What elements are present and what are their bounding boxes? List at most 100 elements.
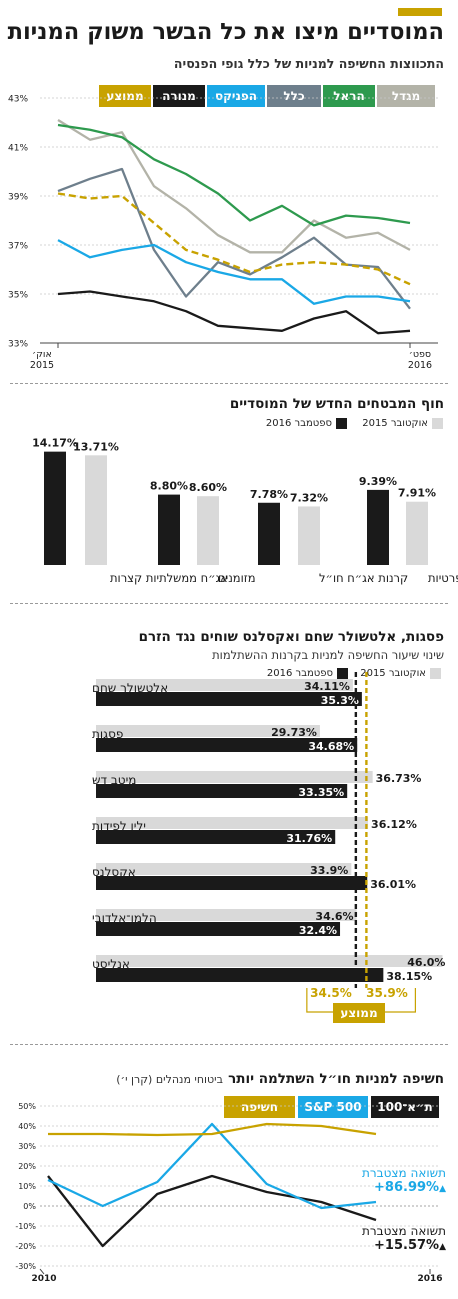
chart3-bar-oct2015 [96, 863, 352, 875]
chart4-y-tick-label: 40% [18, 1122, 36, 1131]
chart3-bar-sep2016 [96, 784, 348, 798]
chart3-value-label-sep2016: 35.3% [321, 694, 359, 707]
chart2-bar-sep2016 [44, 451, 66, 565]
page-subtitle: התכווצות החשיפה למניות של כלל גופי הפנסי… [173, 56, 444, 71]
chart2-bar-oct2015 [197, 496, 219, 565]
chart3-bar-sep2016 [96, 692, 362, 706]
chart4-y-tick-label: 0% [23, 1202, 36, 1211]
sp500-cum-return-row: +86.99%▲ [330, 1180, 446, 1195]
pension-exposure-line-chart: 33% 35% 37% 39% 41% 43% [8, 95, 438, 350]
chart3-value-label-oct2015: 29.73% [271, 726, 317, 739]
chart4-x-tick-start [39, 1268, 45, 1275]
chart2-category-label: קרנות אג״ח חו״ל [319, 571, 408, 585]
chart2-value-label-oct2015: 7.32% [290, 491, 328, 504]
chart3-value-label-sep2016: 32.4% [299, 924, 337, 937]
legend-oct2015-label: אוקטובר 2015 [362, 418, 428, 429]
ta100-cum-return-label: תשואה מצטברת [362, 1224, 446, 1238]
chart1-y-tick-label: 33% [8, 340, 28, 350]
chart3-category-label: פסגות [92, 727, 123, 741]
section-divider-3 [10, 1044, 448, 1045]
chart4-y-tick-label: -10% [15, 1222, 36, 1231]
chart2-value-label-oct2015: 13.71% [73, 440, 119, 453]
chart3-bar-sep2016 [96, 968, 384, 982]
chart2-value-label-sep2016: 9.39% [359, 475, 397, 488]
legend-harel: הראל [323, 85, 375, 107]
chart4-y-tick-label: 20% [18, 1162, 36, 1171]
page-title: המוסדיים מיצו את כל הבשר משוק המניות [7, 19, 444, 45]
chart2-bar-oct2015 [298, 506, 320, 565]
chart3-category-label: מיטב דש [92, 773, 136, 787]
chart1-series-line-4 [57, 290, 411, 335]
section4-note: ביטוחי מנהלים (קרן י׳) [116, 1073, 224, 1086]
chart1-series-line-5 [57, 192, 411, 286]
chart2-value-label-oct2015: 7.91% [398, 487, 436, 500]
chart3-bar-sep2016 [96, 830, 336, 844]
chart2-bar-sep2016 [367, 489, 389, 565]
section3-subtitle: שינוי שיעור החשיפה למניות בקרנות ההשתלמו… [212, 648, 444, 662]
section4-title-row: חשיפה למניות חו״ל השתלמה יותר ביטוחי מנה… [14, 1068, 444, 1087]
ta100-cum-return-value: +15.57% [374, 1238, 440, 1253]
legend-migdal: מגדל [377, 85, 435, 107]
chart3-value-label-oct2015: 36.73% [376, 772, 422, 785]
legend-exposure: חשיפה [224, 1096, 295, 1118]
chart1-y-tick-label: 37% [8, 242, 28, 252]
chart2-value-label-oct2015: 8.60% [189, 481, 227, 494]
chart4-y-tick-label: 10% [18, 1182, 36, 1191]
chart4-x-label-start: 2010 [31, 1274, 57, 1284]
chart2-category-label: הלוואות פרטיות [428, 571, 458, 585]
chart2-bars: 14.17%13.71% אג״ח ממשלתיות קצרות 8.80% 8.60… [32, 437, 458, 585]
sp500-cum-return-label: תשואה מצטברת [362, 1166, 446, 1180]
legend3-oct2015-label: אוקטובר 2015 [360, 668, 426, 679]
chart4-y-tick-label: -30% [15, 1262, 36, 1271]
legend-average: ממוצע [99, 85, 151, 107]
avg-sep-value: 35.9% [366, 986, 408, 1000]
up-triangle-icon: ▲ [439, 1242, 446, 1252]
legend3-sep2016-label: ספטמבר 2016 [266, 668, 333, 679]
chart3-bar-sep2016 [96, 876, 368, 890]
chart3-value-label-sep2016: 38.15% [386, 970, 432, 983]
chart1-grid [40, 97, 438, 295]
section3-title: פסגות, אלטשולר שחם ואקסלנס שוחים נגד הזר… [138, 629, 444, 645]
chart3-bar-oct2015 [96, 679, 353, 691]
study-fund-horizontal-bar-chart: 34.11%35.3% אלטשולר שחם 29.73%34.68% פסגות 3… [92, 672, 445, 1013]
chart3-value-label-oct2015: 36.12% [371, 818, 417, 831]
legend-sp500: S&P 500 [298, 1096, 368, 1118]
avg-oct-value: 34.5% [310, 986, 352, 1000]
chart3-bar-oct2015 [96, 817, 369, 829]
chart3-category-label: אלטשולר שחם [92, 681, 168, 695]
chart3-category-label: הלמן־אלדובי [92, 911, 157, 925]
chart4-series-line-2 [48, 1122, 377, 1137]
chart2-value-label-sep2016: 8.80% [150, 480, 188, 493]
legend3-sep2016-swatch [337, 668, 348, 679]
chart3-value-label-sep2016: 33.35% [298, 786, 344, 799]
average-box: ממוצע [333, 1003, 385, 1023]
chart1-series-line-1 [57, 123, 411, 227]
chart2-bar-sep2016 [158, 494, 180, 565]
chart4-series [47, 1122, 377, 1248]
chart3-bar-oct2015 [96, 725, 320, 737]
chart3-category-label: אקסלנס [92, 865, 136, 879]
chart3-value-label-oct2015: 34.11% [304, 680, 350, 693]
chart3-bar-oct2015 [96, 955, 443, 967]
chart3-category-label: אנליסט [92, 957, 130, 971]
chart1-series [57, 119, 411, 335]
chart3-bar-sep2016 [96, 738, 358, 752]
chart1-series-line-0 [57, 119, 411, 254]
header-accent-bar [398, 8, 442, 16]
chart2-bar-oct2015 [85, 455, 107, 565]
legend-ta100: ת״א־100 [371, 1096, 439, 1118]
chart4-x-label-end: 2016 [417, 1274, 443, 1284]
chart3-value-label-sep2016: 31.76% [286, 832, 332, 845]
chart1-series-line-2 [57, 167, 411, 310]
chart1-y-tick-label: 35% [8, 291, 28, 301]
chart1-series-line-3 [57, 239, 411, 305]
chart4-y-tick-label: 30% [18, 1142, 36, 1151]
chart3-value-label-oct2015: 46.0% [407, 956, 445, 969]
chart3-bars: 34.11%35.3% אלטשולר שחם 29.73%34.68% פסגות 3… [92, 679, 445, 983]
chart1-y-ticks: 33% 35% 37% 39% 41% 43% [8, 95, 28, 350]
chart3-bar-oct2015 [96, 771, 373, 783]
chart4-y-tick-label: -20% [15, 1242, 36, 1251]
safe-haven-bar-chart: 14.17%13.71% אג״ח ממשלתיות קצרות 8.80% 8.60… [32, 437, 458, 585]
chart4-y-tick-label: 50% [18, 1102, 36, 1111]
sp500-cum-return-value: +86.99% [374, 1180, 440, 1195]
